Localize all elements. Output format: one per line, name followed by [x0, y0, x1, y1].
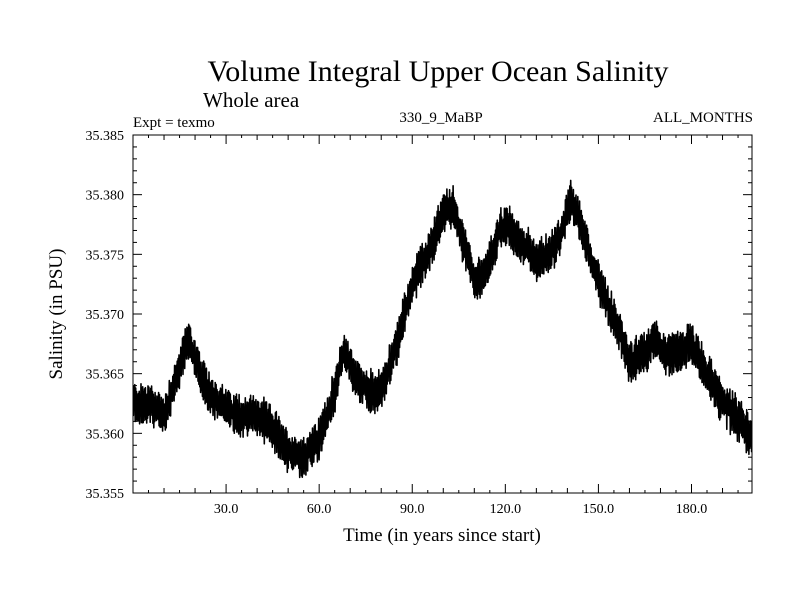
series-line-salinity — [133, 179, 752, 479]
y-tick-label: 35.360 — [86, 427, 125, 442]
y-tick-label: 35.375 — [86, 248, 125, 263]
x-tick-label: 180.0 — [676, 502, 708, 517]
y-axis-label: Salinity (in PSU) — [46, 249, 67, 380]
y-tick-label: 35.385 — [86, 129, 125, 144]
y-tick-label: 35.370 — [86, 308, 125, 323]
y-tick-label: 35.355 — [86, 487, 125, 502]
chart-subtitle: Whole area — [203, 88, 300, 112]
months-label: ALL_MONTHS — [653, 110, 753, 126]
x-tick-label: 90.0 — [400, 502, 425, 517]
y-tick-label: 35.365 — [86, 368, 125, 383]
x-tick-label: 30.0 — [214, 502, 239, 517]
x-axis-label: Time (in years since start) — [343, 525, 541, 546]
x-tick-label: 60.0 — [307, 502, 332, 517]
x-tick-label: 120.0 — [490, 502, 522, 517]
experiment-label: Expt = texmo — [133, 115, 215, 131]
chart-title: Volume Integral Upper Ocean Salinity — [208, 55, 669, 88]
y-tick-label: 35.380 — [86, 189, 125, 204]
x-tick-label: 150.0 — [583, 502, 615, 517]
axis-ticks: 30.0 60.0 90.0 120.0 150.0 180.0 35.355 35.360 3… — [86, 129, 752, 517]
run-label: 330_9_MaBP — [399, 110, 482, 126]
plot-area — [133, 179, 752, 479]
plot-frame — [132, 134, 753, 494]
